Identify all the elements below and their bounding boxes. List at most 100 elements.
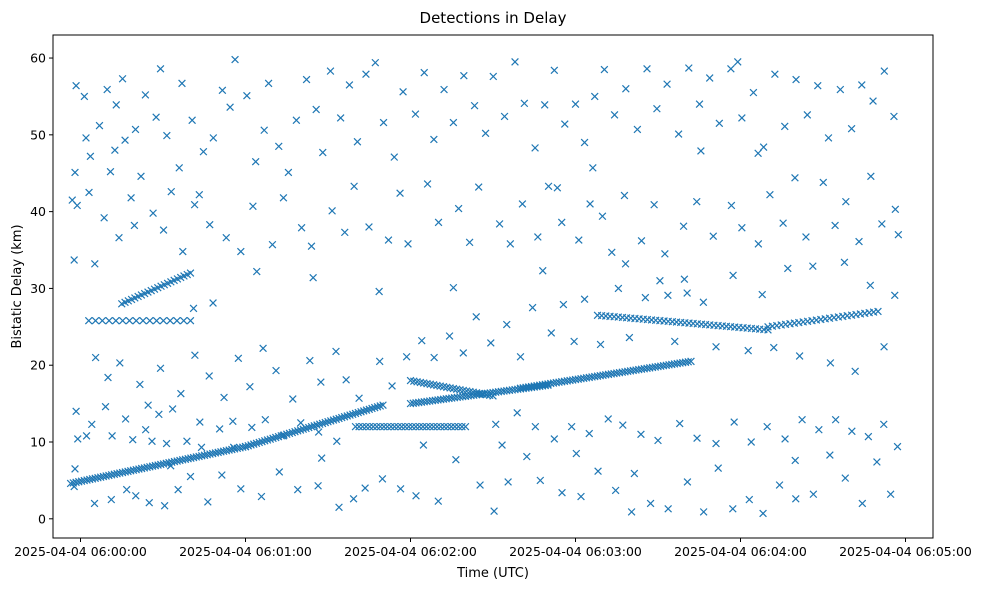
data-point	[664, 504, 672, 513]
data-point	[365, 422, 374, 431]
data-point	[149, 209, 157, 217]
data-point	[337, 413, 346, 422]
data-point	[71, 168, 79, 177]
data-point	[209, 134, 218, 142]
data-point	[783, 264, 792, 273]
data-point	[167, 187, 176, 196]
y-axis: 0 10 20 30 40 50 60	[30, 51, 53, 526]
data-point	[249, 440, 258, 448]
data-point	[802, 233, 810, 241]
data-point	[614, 284, 623, 293]
x-axis: 2025-04-04 06:00:00 2025-04-04 06:01:00 20…	[14, 538, 972, 559]
data-point	[162, 439, 171, 448]
data-point	[80, 92, 89, 101]
data-point	[355, 422, 363, 431]
data-point	[791, 456, 800, 465]
data-point	[328, 207, 336, 215]
data-point	[260, 126, 269, 135]
data-point	[302, 75, 311, 84]
data-point	[204, 498, 212, 506]
data-point	[401, 422, 410, 431]
data-point	[600, 65, 609, 74]
data-point	[85, 188, 93, 197]
data-point	[186, 316, 195, 325]
data-point	[792, 75, 800, 84]
data-point	[459, 349, 468, 357]
data-point	[461, 422, 470, 431]
x-axis-label: Time (UTC)	[456, 566, 529, 581]
data-point	[803, 111, 812, 119]
x-tick-label: 2025-04-04 06:01:00	[179, 544, 312, 559]
data-point	[387, 422, 395, 431]
data-point	[571, 100, 580, 108]
data-point	[365, 223, 373, 231]
data-point	[156, 364, 165, 373]
data-point	[275, 468, 284, 476]
data-point	[511, 58, 519, 66]
data-point	[769, 343, 778, 352]
data-point	[321, 418, 330, 427]
data-point	[209, 299, 217, 307]
data-point	[186, 472, 195, 481]
data-point	[733, 58, 742, 66]
data-point	[277, 432, 286, 440]
data-point	[345, 81, 354, 89]
data-point	[168, 405, 177, 413]
data-point	[166, 316, 174, 325]
data-point	[152, 316, 161, 325]
data-point	[302, 424, 310, 433]
data-point	[296, 426, 305, 434]
data-point	[402, 352, 411, 361]
data-point	[758, 290, 767, 299]
data-point	[310, 422, 319, 430]
data-point	[447, 422, 456, 431]
data-point	[518, 200, 527, 208]
data-point	[144, 401, 152, 409]
data-point	[145, 498, 154, 507]
data-point	[570, 337, 578, 346]
data-point	[136, 380, 144, 389]
data-point	[183, 437, 191, 446]
y-axis-label: Bistatic Delay (km)	[10, 224, 25, 348]
data-point	[472, 313, 481, 321]
data-point	[116, 359, 124, 367]
data-point	[396, 189, 404, 198]
data-point	[121, 136, 129, 145]
data-point	[430, 135, 438, 144]
data-point	[351, 409, 360, 418]
data-point	[523, 452, 531, 461]
data-point	[520, 99, 529, 108]
data-point	[384, 236, 393, 244]
data-point	[70, 256, 78, 264]
data-point	[745, 495, 754, 504]
data-point	[313, 421, 321, 429]
data-point	[795, 352, 804, 360]
data-point	[680, 275, 689, 284]
data-point	[314, 428, 323, 436]
data-point	[397, 422, 406, 431]
data-point	[574, 236, 583, 244]
data-point	[633, 125, 642, 134]
data-point	[351, 422, 360, 431]
data-point	[538, 266, 547, 275]
data-point	[205, 372, 214, 380]
data-point	[436, 422, 445, 431]
data-point	[72, 407, 80, 416]
data-point	[255, 438, 264, 447]
data-point	[491, 420, 500, 429]
data-point	[71, 465, 79, 473]
data-point	[819, 178, 828, 187]
data-point	[131, 125, 140, 134]
data-point	[779, 219, 787, 227]
data-point	[411, 110, 420, 118]
data-point	[118, 74, 127, 83]
data-point	[196, 418, 204, 426]
data-point	[559, 300, 568, 309]
data-point	[292, 116, 301, 125]
x-tick-label: 2025-04-04 06:04:00	[674, 544, 807, 559]
data-point	[390, 422, 399, 431]
data-point	[159, 316, 168, 325]
data-point	[873, 458, 881, 466]
data-point	[630, 469, 639, 478]
data-point	[692, 197, 701, 206]
